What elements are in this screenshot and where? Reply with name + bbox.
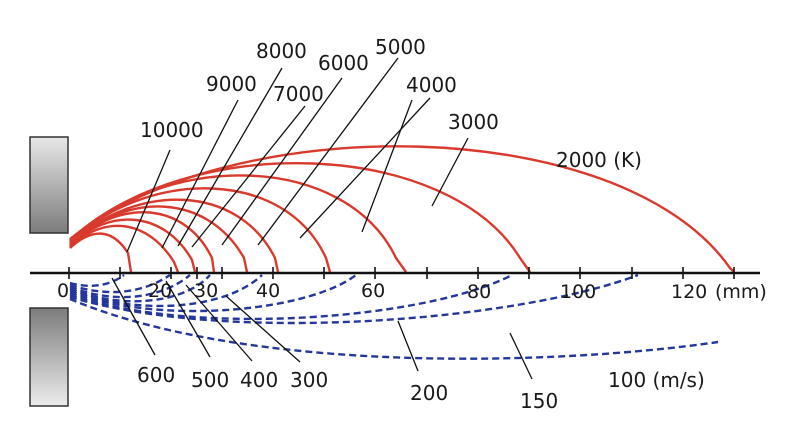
velocity-leader-lines xyxy=(111,277,533,380)
upper-electrode xyxy=(29,136,69,234)
isotherm-6000 xyxy=(69,205,249,273)
axis-unit-label: (mm) xyxy=(715,281,767,303)
temperature-label-5000: 5000 xyxy=(375,35,426,59)
velocity-label-400: 400 xyxy=(240,368,278,392)
isotherm-2000 xyxy=(69,145,735,273)
temperature-label-8000: 8000 xyxy=(256,39,307,63)
tick-label-80: 80 xyxy=(467,281,491,303)
velocity-200 xyxy=(69,273,513,321)
velocity-label-500: 500 xyxy=(191,368,229,392)
velocity-300 xyxy=(69,274,263,308)
velocity-label-300: 300 xyxy=(290,368,328,392)
tick-label-120: 120 xyxy=(671,281,707,303)
velocity-400 xyxy=(69,274,191,299)
velocity-contours xyxy=(69,273,719,360)
temperature-isotherms xyxy=(69,145,735,273)
velocity-label-100: 100 (m/s) xyxy=(608,368,705,392)
x-axis-ticks xyxy=(68,267,735,279)
tick-label-30: 30 xyxy=(194,280,218,302)
isotherm-2500 xyxy=(69,162,531,273)
velocity-label-150: 150 xyxy=(520,389,558,413)
tick-label-0: 0 xyxy=(57,280,69,302)
velocity-150 xyxy=(69,273,639,325)
tick-label-20: 20 xyxy=(148,280,172,302)
velocity-label-200: 200 xyxy=(410,381,448,405)
velocity-600 xyxy=(69,274,125,288)
isotherm-5000 xyxy=(69,198,280,273)
velocity-label-600: 600 xyxy=(137,363,175,387)
velocity-250 xyxy=(69,274,357,313)
velocity-350 xyxy=(69,274,211,303)
tick-label-100: 100 xyxy=(560,281,596,303)
tick-label-60: 60 xyxy=(361,280,385,302)
isotherm-9000 xyxy=(69,224,180,273)
temperature-label-9000: 9000 xyxy=(206,72,257,96)
temperature-label-7000: 7000 xyxy=(273,82,324,106)
temperature-label-10000: 10000 xyxy=(140,118,204,142)
temperature-label-4000: 4000 xyxy=(406,73,457,97)
temperature-label-2000: 2000 (K) xyxy=(556,148,642,172)
velocity-100 xyxy=(69,297,719,360)
temperature-leader-lines xyxy=(126,57,469,253)
lower-electrode xyxy=(29,307,69,407)
tick-label-40: 40 xyxy=(256,280,280,302)
temperature-label-6000: 6000 xyxy=(318,51,369,75)
velocity-500 xyxy=(69,274,171,294)
temperature-label-3000: 3000 xyxy=(448,110,499,134)
